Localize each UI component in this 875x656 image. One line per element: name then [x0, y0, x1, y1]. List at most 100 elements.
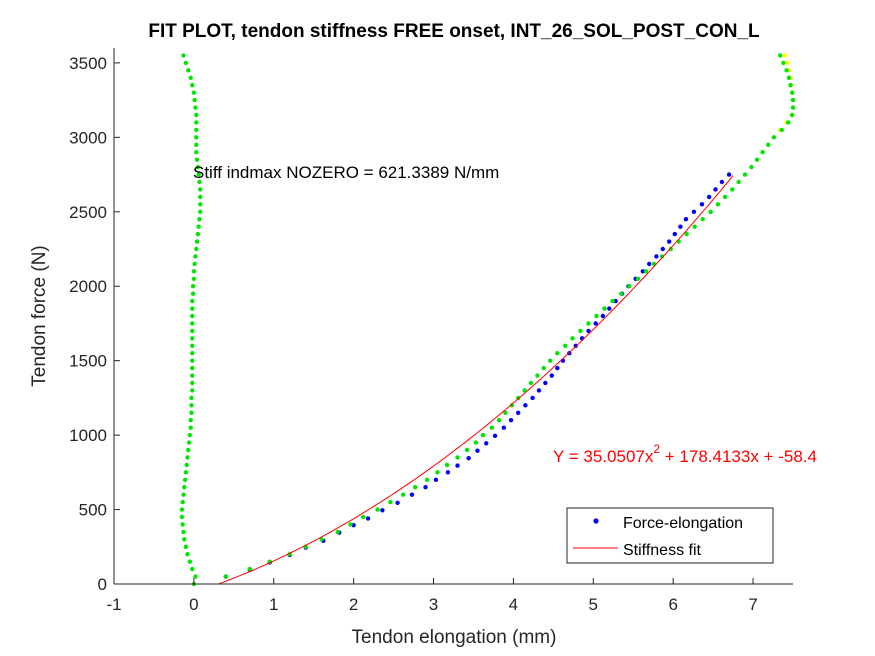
series-2-point	[412, 485, 418, 490]
series-2-point	[193, 574, 198, 579]
series-2-point	[684, 231, 689, 237]
force-elongation-point	[516, 410, 521, 415]
series-2-point	[610, 298, 615, 304]
series-2-point	[742, 172, 748, 177]
series-2-point	[190, 351, 195, 356]
series-2-point	[760, 150, 765, 155]
force-elongation-point	[445, 470, 451, 475]
force-elongation-point	[395, 500, 400, 506]
series-2-point	[563, 343, 568, 348]
series-2-point	[528, 380, 534, 386]
series-2-point	[182, 537, 187, 542]
series-2-point	[190, 284, 196, 289]
series-2-point	[179, 514, 185, 520]
series-2-point	[555, 351, 560, 356]
force-elongation-point	[523, 403, 528, 408]
series-2-point	[464, 447, 470, 453]
series-2-point	[190, 298, 195, 304]
series-2-point	[190, 328, 195, 334]
x-tick-label: -1	[106, 595, 121, 614]
series-2-point	[194, 127, 199, 133]
series-2-point	[192, 261, 197, 267]
series-2-point	[185, 552, 190, 557]
series-2-point	[193, 254, 198, 259]
force-elongation-point	[654, 254, 659, 259]
force-elongation-point	[613, 298, 618, 304]
series-2-point	[186, 440, 192, 445]
legend-box	[566, 507, 774, 564]
force-elongation-point	[726, 172, 732, 177]
series-2-point	[197, 179, 202, 185]
x-axis-label: Tendon elongation (mm)	[352, 627, 557, 648]
force-elongation-point	[666, 239, 672, 244]
y-axis-label: Tendon force (N)	[29, 245, 50, 387]
force-elongation-point	[719, 179, 725, 185]
stiffness-annotation: Stiff indmax NOZERO = 621.3389 N/mm	[193, 163, 499, 182]
force-elongation-point	[380, 508, 385, 513]
series-2-point	[335, 529, 340, 535]
force-elongation-point	[549, 373, 554, 378]
series-4-point	[790, 90, 795, 95]
force-elongation-point	[683, 217, 689, 222]
series-2-point	[247, 566, 252, 572]
series-2-point	[578, 328, 583, 334]
series-2-point	[223, 574, 229, 579]
force-elongation-point	[593, 321, 598, 326]
series-2-point	[190, 365, 195, 371]
series-4-point	[778, 53, 783, 58]
series-2-point	[189, 395, 194, 401]
series-2-point	[183, 544, 189, 549]
force-elongation-point	[672, 231, 677, 237]
series-2-point	[190, 306, 195, 311]
force-elongation-point	[555, 365, 560, 371]
series-2-point	[182, 477, 188, 482]
force-elongation-point	[530, 395, 535, 401]
series-2-point	[570, 336, 575, 341]
series-2-point	[190, 83, 195, 88]
series-2-point	[190, 313, 195, 319]
series-2-point	[730, 187, 735, 192]
series-2-point	[191, 276, 197, 281]
series-2-point	[455, 455, 460, 460]
y-tick-label: 3500	[69, 54, 107, 73]
force-elongation-point	[660, 246, 665, 252]
series-2-point	[643, 269, 649, 274]
series-2-point	[602, 306, 607, 311]
series-2-point	[190, 566, 195, 572]
x-tick-label: 2	[349, 595, 358, 614]
plot-area	[114, 48, 793, 584]
series-2-point	[659, 254, 665, 259]
series-2-point	[182, 485, 187, 490]
series-2-point	[594, 313, 599, 319]
force-elongation-point	[586, 328, 591, 334]
series-2-point	[192, 97, 197, 103]
series-2-point	[191, 269, 197, 274]
series-2-point	[496, 418, 502, 423]
series-2-point	[197, 217, 202, 222]
series-2-point	[198, 187, 203, 192]
series-2-point	[361, 514, 366, 520]
series-2-point	[700, 217, 705, 222]
series-2-point	[190, 321, 195, 326]
series-2-point	[187, 432, 193, 438]
series-2-point	[547, 358, 553, 363]
series-2-point	[190, 358, 195, 363]
series-2-point	[668, 246, 673, 252]
force-elongation-point	[433, 477, 439, 482]
series-2-point	[187, 559, 193, 564]
fit-equation-annotation: Y = 35.0507x2 + 178.4133x + -58.4	[553, 442, 817, 466]
series-2-point	[319, 537, 324, 542]
force-elongation-point	[536, 388, 542, 393]
series-2-point	[708, 209, 713, 214]
series-2-point	[444, 462, 450, 468]
series-2-point	[194, 157, 200, 162]
series-2-point	[535, 373, 540, 378]
series-4	[778, 53, 796, 133]
series-4-point	[786, 120, 791, 125]
series-2-point	[185, 455, 190, 460]
series-2-point	[722, 194, 728, 200]
series-2-point	[754, 157, 760, 162]
series-2-point	[186, 68, 191, 73]
equation-suffix: + 178.4133x + -58.4	[660, 447, 817, 466]
